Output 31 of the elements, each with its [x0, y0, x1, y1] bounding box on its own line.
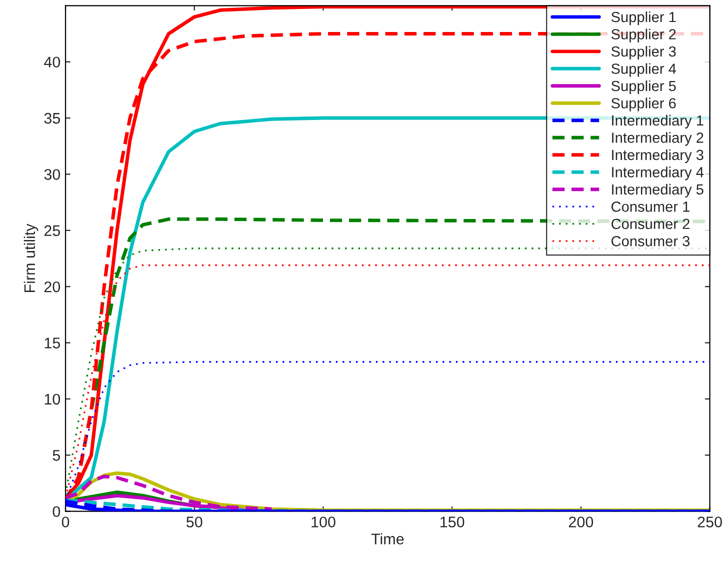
legend-label: Intermediary 1	[612, 114, 704, 129]
x-tick-label: 50	[186, 516, 202, 528]
legend-label: Supplier 3	[611, 46, 676, 60]
legend-label: Consumer 1	[612, 202, 690, 212]
x-tick-label: 150	[440, 516, 464, 528]
x-axis-title: Time	[371, 533, 404, 544]
y-tick-label: 5	[52, 450, 60, 461]
legend-label: Consumer 2	[612, 218, 690, 230]
legend-label: Supplier 6	[611, 98, 676, 112]
x-tick-label: 0	[62, 516, 70, 528]
legend-label: Supplier 2	[611, 28, 676, 42]
y-tick-label: 0	[52, 506, 60, 518]
y-tick-label: 35	[44, 112, 60, 124]
legend-label: Supplier 1	[611, 11, 676, 26]
x-tick-label: 200	[568, 516, 594, 528]
legend-label: Intermediary 3	[612, 149, 704, 163]
x-tick-label: 250	[698, 516, 722, 528]
legend-label: Supplier 5	[611, 80, 676, 94]
y-tick-label: 30	[44, 169, 60, 180]
y-tick-label: 25	[44, 225, 60, 236]
y-axis-title: Firm utility	[24, 224, 38, 292]
y-tick-label: 10	[44, 394, 60, 405]
y-tick-label: 20	[44, 281, 60, 292]
y-tick-label: 40	[44, 56, 60, 68]
legend-label: Supplier 4	[611, 63, 676, 77]
y-tick-label: 15	[44, 338, 60, 348]
legend-label: Consumer 3	[612, 236, 690, 246]
x-tick-label: 100	[312, 516, 336, 528]
legend-label: Intermediary 5	[612, 184, 704, 198]
legend-label: Intermediary 2	[612, 132, 704, 146]
legend-label: Intermediary 4	[612, 166, 704, 180]
